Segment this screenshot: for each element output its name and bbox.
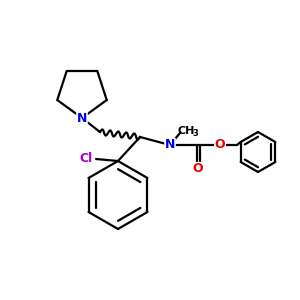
Text: O: O — [193, 163, 203, 176]
Text: Cl: Cl — [80, 152, 93, 166]
Text: N: N — [165, 139, 175, 152]
Text: N: N — [77, 112, 87, 124]
Text: O: O — [215, 139, 225, 152]
Text: CH: CH — [178, 126, 195, 136]
Text: 3: 3 — [192, 130, 198, 139]
